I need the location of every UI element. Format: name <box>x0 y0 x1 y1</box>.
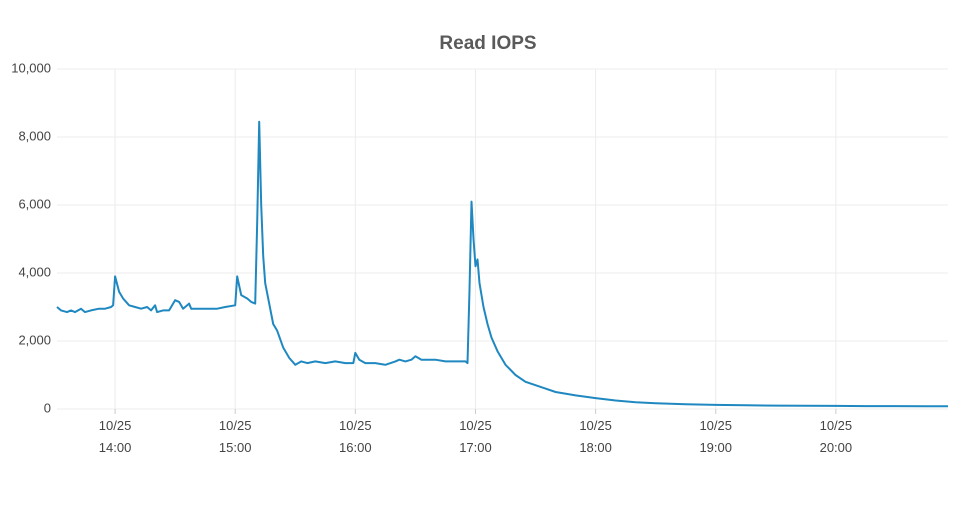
y-tick-label: 10,000 <box>11 60 51 75</box>
x-tick-label: 10/25 14:00 <box>99 418 132 455</box>
y-tick-label: 0 <box>44 400 51 415</box>
x-tick-label: 10/25 20:00 <box>820 418 853 455</box>
y-tick-label: 8,000 <box>18 128 51 143</box>
chart-title: Read IOPS <box>439 33 536 54</box>
series-line <box>56 120 948 408</box>
y-tick-label: 4,000 <box>18 264 51 279</box>
x-tick-label: 10/25 15:00 <box>219 418 252 455</box>
x-tick-label: 10/25 16:00 <box>339 418 372 455</box>
y-tick-label: 6,000 <box>18 196 51 211</box>
x-tick-label: 10/25 18:00 <box>579 418 612 455</box>
x-tick-label: 10/25 19:00 <box>699 418 732 455</box>
y-tick-label: 2,000 <box>18 332 51 347</box>
x-tick-label: 10/25 17:00 <box>459 418 492 455</box>
